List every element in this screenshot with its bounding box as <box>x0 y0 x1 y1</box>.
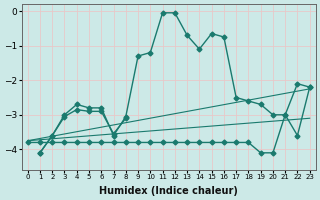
X-axis label: Humidex (Indice chaleur): Humidex (Indice chaleur) <box>99 186 238 196</box>
